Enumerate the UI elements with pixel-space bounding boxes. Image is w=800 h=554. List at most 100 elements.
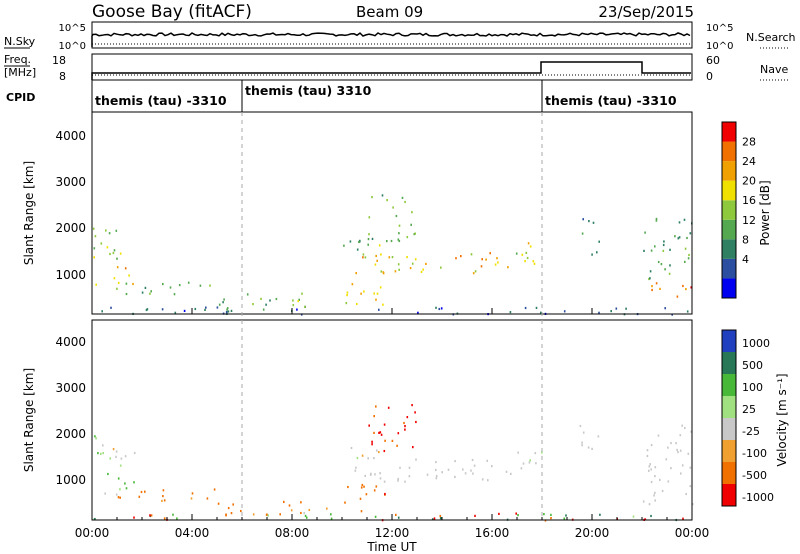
velocity-cell [486,459,488,462]
velocity-cell [172,513,174,516]
velocity-cell [373,489,376,492]
velocity-cell [654,499,656,502]
power-colorbar-tick: 4 [742,253,749,266]
velocity-cell [379,477,382,480]
xtick-1200: 12:00 [375,526,410,540]
power-colorbar-swatch [722,200,736,220]
velocity-cell [397,432,400,435]
power-cell [381,194,384,197]
power-cell [297,300,299,303]
power-cell [411,262,414,265]
power-ytick-2000: 2000 [55,221,86,235]
nsky-label: N.Sky [4,35,36,48]
velocity-cell [115,450,118,453]
power-cell [669,264,671,267]
velocity-ytick-2000: 2000 [55,427,86,441]
power-cell [648,277,650,281]
velocity-cell [163,517,166,520]
power-cell [480,265,483,268]
velocity-cell [230,512,233,515]
power-cell [222,301,224,304]
power-cell [216,306,219,309]
velocity-cell [190,497,193,500]
velocity-cell [685,492,687,496]
velocity-cell [355,466,357,469]
xtick-1600: 16:00 [475,526,510,540]
power-cell [380,270,383,273]
power-cell [591,253,593,256]
velocity-cell [543,513,545,516]
velocity-cell [670,467,672,470]
power-cell [380,253,382,256]
power-cell [150,290,152,293]
power-cell [669,248,671,251]
freq-tick-top: 18 [52,54,66,67]
power-cell [649,270,652,273]
power-cell [362,256,364,259]
velocity-cell [217,502,220,505]
velocity-cell [435,474,438,478]
power-cell [686,236,688,240]
power-cell [260,297,262,300]
power-cell [119,252,122,255]
power-cell [105,229,107,232]
velocity-cell [414,411,416,414]
velocity-cell [474,514,476,517]
power-cell [296,308,298,311]
power-cell [356,248,359,251]
power-cell [406,256,408,259]
velocity-cell [454,460,456,463]
velocity-cell [225,513,227,516]
power-cell [524,306,527,310]
power-cell [292,299,294,302]
power-cell [246,293,249,296]
velocity-cell [378,451,380,454]
power-cell [391,256,394,259]
velocity-colorbar-swatch [722,484,736,506]
power-cell [674,235,676,238]
velocity-cell [360,486,363,489]
power-cell [440,266,442,269]
velocity-cell [161,499,163,502]
power-cell [125,292,128,296]
power-cell [373,292,375,295]
velocity-cell [300,511,302,515]
power-cell [678,236,681,239]
velocity-cell [376,449,378,452]
velocity-cell [649,463,651,466]
power-cell [625,307,627,310]
velocity-cell [283,500,285,503]
velocity-cell [517,451,519,454]
velocity-ytick-4000: 4000 [55,335,86,349]
velocity-colorbar-tick: -100 [742,447,767,460]
power-cell [470,253,473,256]
velocity-cell [305,516,308,519]
power-cell [598,240,600,243]
power-cell [394,270,397,273]
power-heatmap-cells [92,194,693,316]
power-cell [497,261,499,264]
velocity-cell [587,446,590,449]
velocity-cell [439,514,442,518]
beam-title: Beam 09 [356,3,423,21]
velocity-cell [384,439,386,442]
velocity-cell [104,492,106,495]
velocity-cell [520,467,523,470]
velocity-cell [441,471,443,474]
power-cell [677,237,680,240]
power-colorbar-tick: 12 [742,214,756,227]
velocity-cell [370,472,372,475]
power-cell [395,214,398,218]
velocity-cell [472,472,474,475]
power-cell [496,257,498,260]
velocity-cell [347,485,349,489]
power-cell [388,256,391,259]
power-ytick-1000: 1000 [55,268,86,282]
power-colorbar-swatch [722,161,736,181]
power-cell [592,221,595,224]
velocity-colorbar-swatch [722,440,736,462]
velocity-cell [528,461,531,464]
velocity-cell [133,451,136,455]
power-cell [664,307,666,310]
